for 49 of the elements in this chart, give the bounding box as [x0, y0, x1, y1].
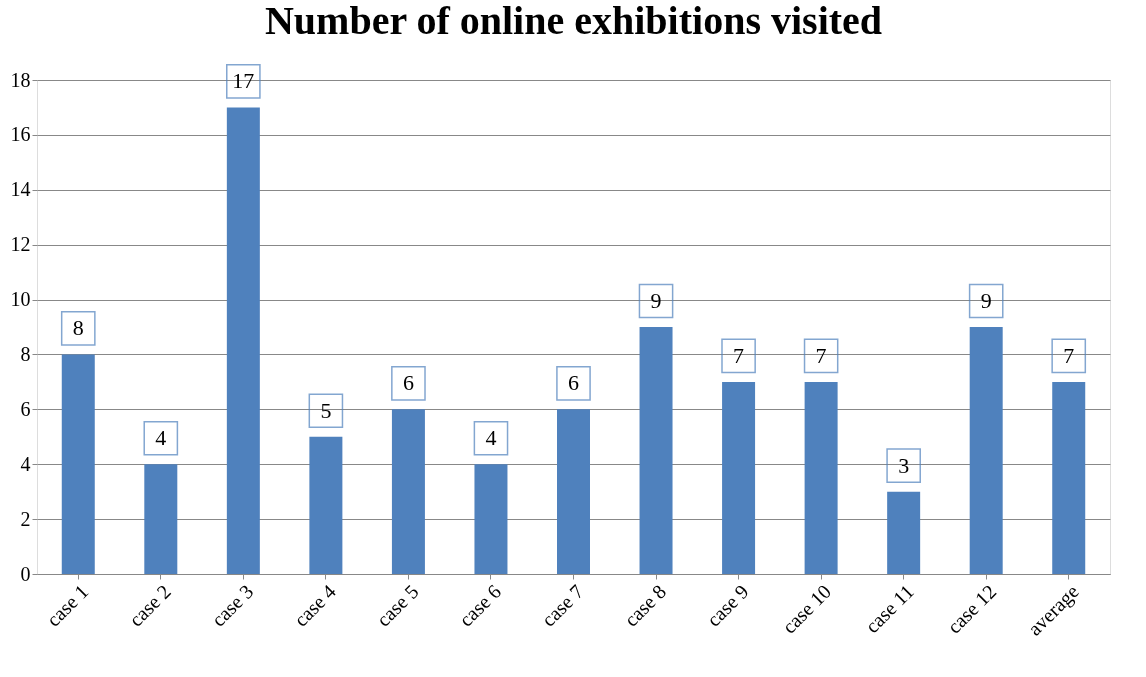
bar — [391, 409, 425, 574]
bar — [804, 381, 838, 574]
bar — [1052, 381, 1086, 574]
x-tick-label: case 7 — [537, 580, 588, 631]
y-tick-label: 2 — [20, 507, 31, 530]
x-tick-label: case 11 — [860, 580, 918, 638]
x-tick-label: case 6 — [454, 580, 506, 631]
bar — [722, 381, 756, 574]
x-tick-label: case 2 — [124, 580, 175, 631]
data-label: 7 — [815, 342, 827, 368]
y-tick-label: 8 — [20, 342, 31, 365]
bar — [144, 464, 178, 574]
y-tick-label: 6 — [20, 397, 31, 420]
x-tick-label: case 4 — [289, 580, 341, 631]
x-tick-label: case 9 — [702, 580, 753, 631]
bar — [557, 409, 590, 574]
data-label: 6 — [568, 370, 579, 396]
bar — [887, 491, 921, 574]
bar — [309, 436, 343, 574]
data-label: 17 — [232, 68, 255, 94]
y-tick-label: 4 — [20, 452, 31, 475]
y-tick-label: 12 — [10, 233, 31, 256]
y-tick-label: 14 — [10, 178, 31, 201]
bar — [474, 464, 508, 574]
x-tick-label: case 8 — [619, 580, 671, 631]
data-label: 7 — [733, 342, 745, 368]
data-label: 4 — [485, 425, 497, 451]
bar — [969, 327, 1003, 574]
x-tick-label: case 3 — [206, 580, 258, 631]
y-tick-label: 16 — [10, 123, 31, 146]
y-tick-label: 18 — [10, 68, 31, 91]
bar — [226, 107, 260, 574]
data-label: 3 — [898, 452, 910, 478]
x-tick-label: case 10 — [777, 580, 836, 638]
data-label: 9 — [650, 288, 662, 313]
bar — [639, 327, 673, 574]
bar — [61, 354, 95, 574]
y-tick-label: 0 — [20, 562, 31, 585]
data-label: 4 — [155, 425, 167, 451]
data-label: 5 — [320, 397, 332, 423]
x-tick-label: case 5 — [372, 580, 423, 631]
x-tick-label: case 1 — [41, 580, 93, 631]
data-label: 8 — [72, 315, 84, 341]
x-tick-label: case 12 — [942, 580, 1001, 638]
chart-title: Number of online exhibitions visited — [264, 0, 883, 43]
data-label: 9 — [980, 288, 992, 313]
y-tick-label: 10 — [10, 288, 31, 311]
data-label: 7 — [1063, 342, 1075, 368]
data-label: 6 — [402, 370, 414, 396]
